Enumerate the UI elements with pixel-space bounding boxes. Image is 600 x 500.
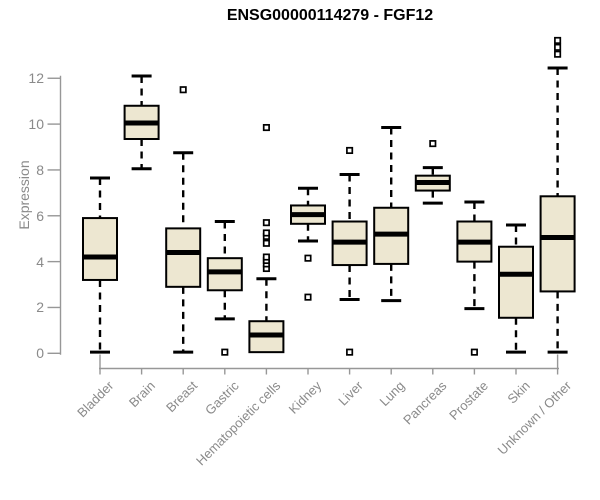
outlier-point	[262, 253, 270, 261]
iqr-box	[498, 245, 534, 319]
outlier-point	[304, 254, 312, 262]
boxplot-gastric	[206, 220, 243, 356]
boxplot-prostate	[456, 200, 493, 356]
boxplot-brain	[123, 74, 160, 171]
outlier-point	[262, 123, 270, 132]
boxplot-bladder	[82, 176, 118, 354]
y-tick-label: 6	[36, 207, 44, 224]
outlier-point	[346, 348, 354, 356]
boxplot-hematopoietic-cells	[248, 123, 285, 354]
y-tick-label: 2	[36, 299, 44, 316]
boxplot-skin	[498, 223, 534, 354]
outlier-point	[179, 86, 187, 94]
outlier-point	[262, 229, 270, 237]
y-tick-label: 12	[28, 70, 44, 87]
y-tick-label: 4	[36, 253, 44, 270]
chart-title: ENSG00000114279 - FGF12	[226, 7, 434, 24]
iqr-box	[539, 195, 576, 293]
outlier-point	[304, 293, 312, 301]
outlier-point	[470, 348, 478, 356]
y-tick-label: 0	[36, 345, 44, 362]
y-tick-label: 10	[28, 116, 44, 133]
outlier-point	[262, 239, 270, 247]
y-tick-label: 8	[36, 161, 44, 178]
iqr-box	[82, 217, 118, 281]
boxplot-breast	[165, 86, 202, 354]
outlier-point	[554, 43, 562, 51]
boxplot-pancreas	[414, 140, 451, 205]
boxplot-kidney	[290, 186, 326, 301]
iqr-box	[165, 227, 202, 288]
boxplot-unknown-other	[539, 36, 576, 354]
boxplot-lung	[373, 126, 410, 303]
boxplot-liver	[331, 146, 368, 356]
outlier-point	[346, 146, 354, 155]
outlier-point	[554, 36, 562, 44]
outlier-point	[221, 348, 229, 356]
outlier-point	[554, 50, 562, 58]
outlier-point	[429, 140, 437, 148]
outlier-point	[262, 219, 270, 227]
axes	[47, 75, 559, 375]
